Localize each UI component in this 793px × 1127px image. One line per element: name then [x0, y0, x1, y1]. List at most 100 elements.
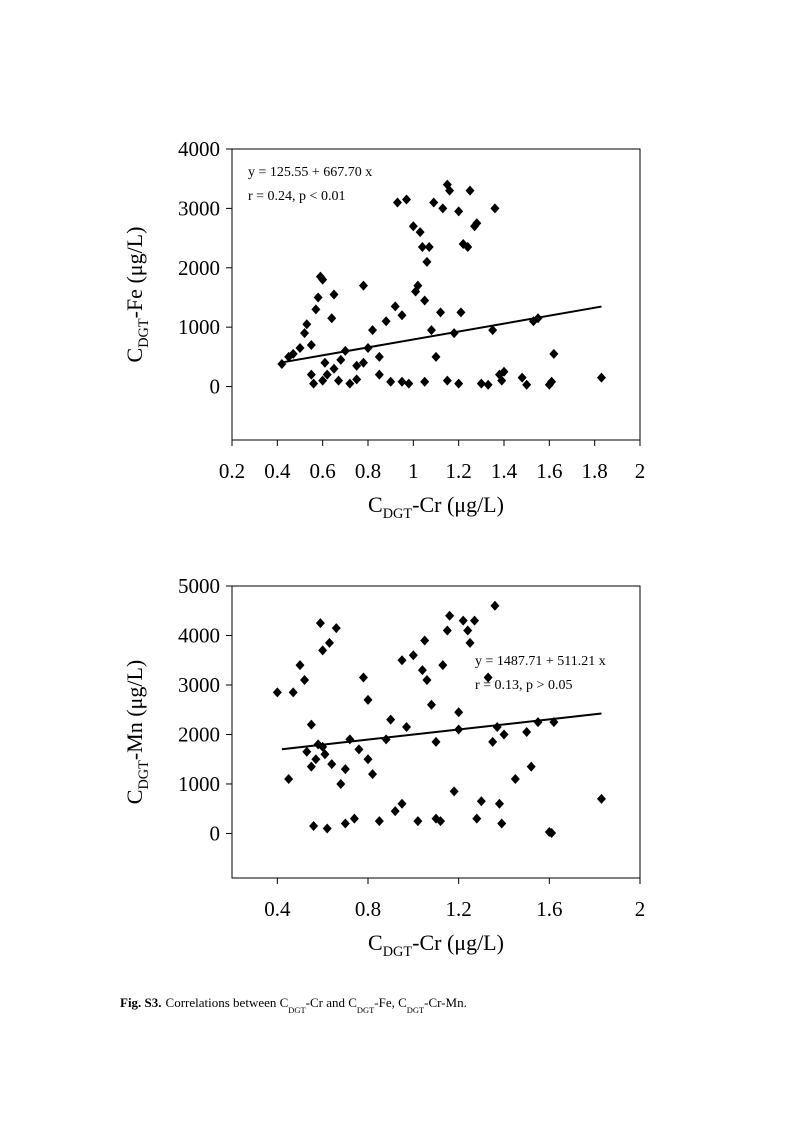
label-part: Correlations between C	[166, 995, 289, 1010]
data-point	[547, 827, 557, 838]
caption-label: Fig. S3.	[120, 995, 162, 1010]
x-axis-label: CDGT-Cr (μg/L)	[368, 492, 504, 522]
data-point	[424, 241, 434, 252]
label-part: -Fe, C	[374, 995, 407, 1010]
annotation: y = 125.55 + 667.70 x	[248, 165, 372, 180]
trend-line	[281, 305, 602, 364]
data-point	[431, 351, 441, 362]
data-point	[596, 793, 606, 804]
x-tick-label: 2	[635, 897, 646, 921]
data-point	[429, 197, 439, 208]
label-part: -Cr (μg/L)	[412, 930, 504, 955]
data-point	[306, 369, 316, 380]
x-tick-label: 0.8	[355, 897, 381, 921]
label-part: C	[368, 930, 383, 955]
data-point	[533, 717, 543, 728]
data-point	[408, 221, 418, 232]
data-point	[390, 806, 400, 817]
x-tick-label: 1	[408, 459, 419, 483]
x-tick-label: 0.6	[310, 459, 336, 483]
chart: 0 1000 2000 3000 4000 0.2 0.4 0.6 0.8 1 1.2 1.4 1.6 1…	[122, 137, 645, 522]
data-point	[476, 796, 486, 807]
data-point	[320, 357, 330, 368]
data-point	[386, 714, 396, 725]
data-point	[402, 722, 412, 733]
data-point	[322, 823, 332, 834]
data-point	[397, 310, 407, 321]
data-point	[596, 372, 606, 383]
data-point	[381, 316, 391, 327]
subscript: DGT	[357, 1005, 375, 1015]
data-point	[454, 378, 464, 389]
x-tick-label: 1.2	[446, 897, 472, 921]
label-part: C	[122, 348, 147, 363]
data-point	[329, 363, 339, 374]
subscript: DGT	[383, 506, 413, 522]
data-point	[526, 761, 536, 772]
data-point	[336, 354, 346, 365]
data-point	[494, 798, 504, 809]
y-tick-label: 5000	[178, 574, 220, 598]
data-point	[311, 304, 321, 315]
y-tick-label: 3000	[178, 673, 220, 697]
data-point	[318, 645, 328, 656]
data-point	[522, 727, 532, 737]
data-point	[420, 295, 430, 306]
x-tick-label: 1.6	[536, 459, 562, 483]
data-point	[352, 360, 362, 371]
x-tick-label: 1.6	[536, 897, 562, 921]
data-point	[306, 761, 316, 772]
label-part: -Cr and C	[306, 995, 357, 1010]
data-point	[309, 821, 319, 832]
y-axis-label: CDGT-Fe (μg/L)	[122, 227, 152, 363]
annotation: r = 0.24, p < 0.01	[248, 189, 345, 204]
data-point	[445, 185, 455, 196]
data-point	[300, 675, 310, 686]
data-point	[358, 280, 368, 291]
data-point	[431, 813, 441, 824]
data-point	[404, 378, 414, 389]
data-point	[490, 600, 500, 611]
data-point	[331, 623, 341, 634]
plot-frame	[231, 585, 641, 879]
y-tick-label: 2000	[178, 722, 220, 746]
data-point	[318, 375, 328, 386]
subscript: DGT	[136, 760, 152, 790]
y-tick-label: 4000	[178, 137, 220, 161]
data-point	[499, 729, 509, 740]
data-point	[288, 687, 298, 698]
subscript: DGT	[383, 944, 413, 960]
data-point	[381, 734, 391, 745]
data-point	[465, 185, 475, 196]
data-point	[374, 369, 384, 380]
data-point	[324, 637, 334, 648]
plot-frame	[231, 148, 641, 441]
data-point	[497, 375, 507, 386]
data-point	[417, 241, 427, 252]
data-point	[442, 375, 452, 386]
data-point	[442, 625, 452, 636]
data-point	[295, 342, 305, 353]
data-point	[465, 637, 475, 648]
data-point	[497, 818, 507, 829]
data-point	[302, 746, 312, 757]
data-point	[397, 798, 407, 809]
label-part: C	[122, 790, 147, 805]
data-point	[420, 376, 430, 387]
y-tick-label: 3000	[178, 196, 220, 220]
data-point	[390, 301, 400, 312]
data-point	[300, 328, 310, 339]
data-point	[358, 357, 368, 368]
trend-line	[281, 712, 602, 751]
data-point	[313, 292, 323, 303]
data-point	[340, 818, 350, 829]
y-tick-label: 4000	[178, 623, 220, 647]
chart: 0 1000 2000 3000 4000 5000 0.4 0.8 1.2 1.6 2 y = 14…	[122, 574, 645, 960]
data-point	[426, 699, 436, 710]
data-point	[284, 774, 294, 785]
data-point	[408, 650, 418, 661]
data-point	[374, 351, 384, 362]
data-point	[397, 655, 407, 666]
data-point	[476, 378, 486, 389]
